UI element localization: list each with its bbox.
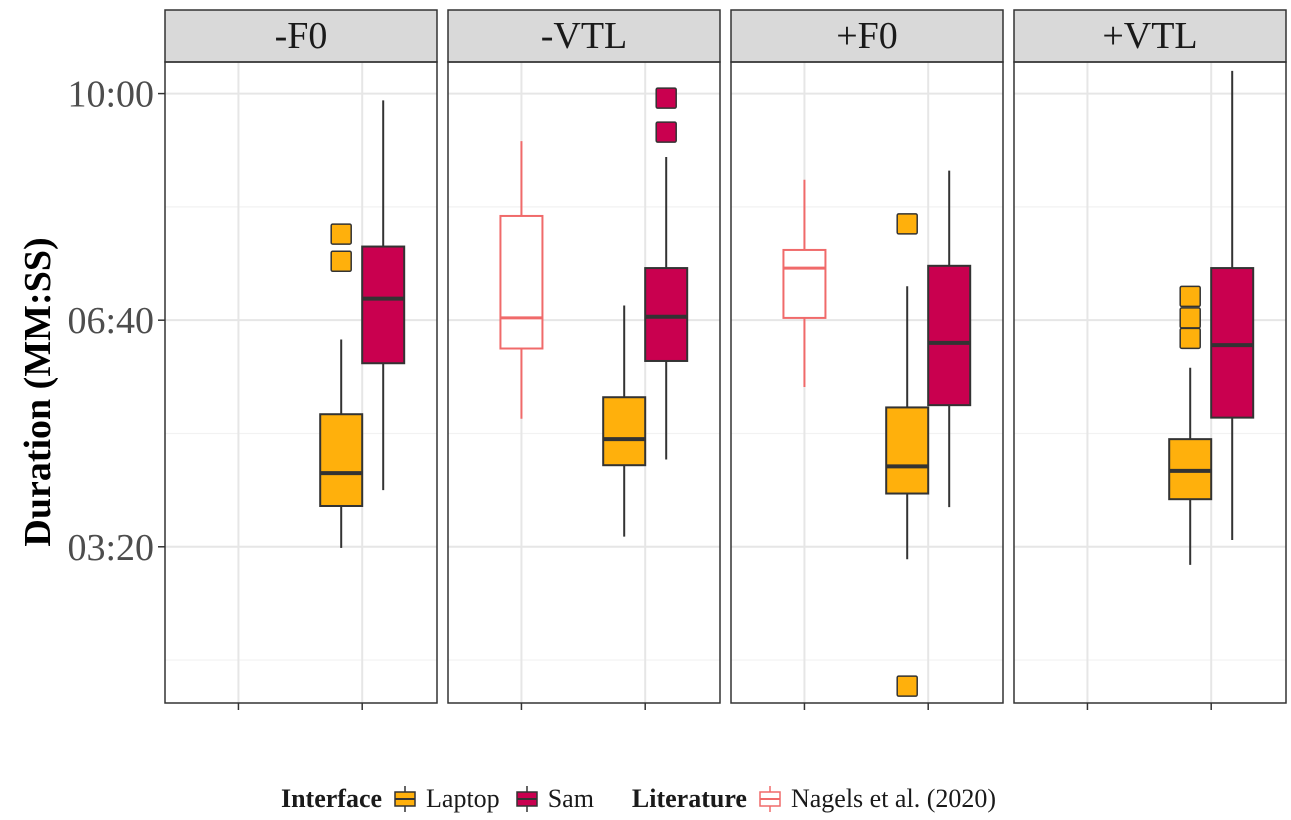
box-iqr [1210, 267, 1255, 419]
y-tick-label: 06:40 [67, 300, 154, 342]
facet-strip [730, 9, 1004, 63]
boxplot-+VTL-sam [1210, 70, 1255, 540]
legend-entry-label: Nagels et al. (2020) [790, 784, 997, 813]
facet-label: -VTL [541, 15, 628, 57]
outlier-point [330, 250, 352, 273]
box-iqr [499, 214, 544, 350]
y-tick-label: 03:20 [67, 527, 154, 569]
facet-label: -F0 [275, 15, 328, 57]
panel-background [165, 62, 437, 703]
box-iqr [782, 248, 827, 319]
boxplots [319, 70, 1255, 697]
gridlines [165, 62, 1286, 703]
facet-strip [164, 9, 438, 63]
legend-key [515, 786, 538, 812]
legend-title: Interface [280, 784, 383, 813]
legend-key [394, 786, 416, 812]
chart-canvas: Duration (MM:SS) -F0 -VTL +F0 +VTL 03:20 06:… [17, 9, 1287, 710]
y-tick-label: 10:00 [67, 74, 154, 116]
outlier-point [896, 213, 918, 235]
box-iqr [644, 267, 689, 362]
outlier-point [655, 121, 677, 143]
boxplot-+F0-laptop [885, 213, 930, 697]
facet-label: +F0 [836, 15, 898, 57]
outlier-point [655, 87, 677, 109]
outlier-point [1179, 327, 1201, 350]
panel-background [448, 62, 720, 703]
boxplot--VTL-sam [644, 87, 689, 460]
box-iqr [361, 245, 406, 365]
legend-entry-label: Laptop [426, 784, 500, 813]
boxplot--F0-sam [361, 100, 406, 491]
legend-entry-label: Sam [547, 784, 594, 813]
outlier-point [1179, 285, 1201, 308]
boxplot--VTL-laptop [602, 305, 647, 537]
boxplot--VTL-nagels [499, 141, 544, 419]
box-iqr [927, 264, 972, 407]
legend-title: Literature [631, 784, 747, 813]
boxplot--F0-laptop [319, 223, 364, 548]
panel-border [730, 61, 1004, 704]
panel-border [164, 61, 438, 704]
facet-strip [447, 9, 721, 63]
outlier-point [1179, 307, 1201, 329]
facet-strip [1013, 9, 1287, 63]
box-iqr [319, 413, 364, 507]
outlier-point [330, 223, 352, 245]
outlier-point [896, 675, 918, 697]
facet-label: +VTL [1102, 15, 1197, 57]
legend-key [759, 786, 781, 812]
y-axis-label: Duration (MM:SS) [17, 237, 59, 546]
box-iqr [602, 396, 647, 467]
facets: -F0 -VTL +F0 +VTL [164, 9, 1287, 710]
boxplot-+F0-sam [927, 170, 972, 508]
legend: Interface Laptop Sam Literature Nagels et al… [0, 778, 1291, 820]
panel-border [1013, 61, 1287, 704]
boxplot-+F0-nagels [782, 179, 827, 388]
panel-border [447, 61, 721, 704]
y-axis: 03:20 06:40 10:00 [67, 74, 165, 569]
boxplot-+VTL-laptop [1168, 285, 1213, 565]
box-iqr [885, 406, 930, 495]
